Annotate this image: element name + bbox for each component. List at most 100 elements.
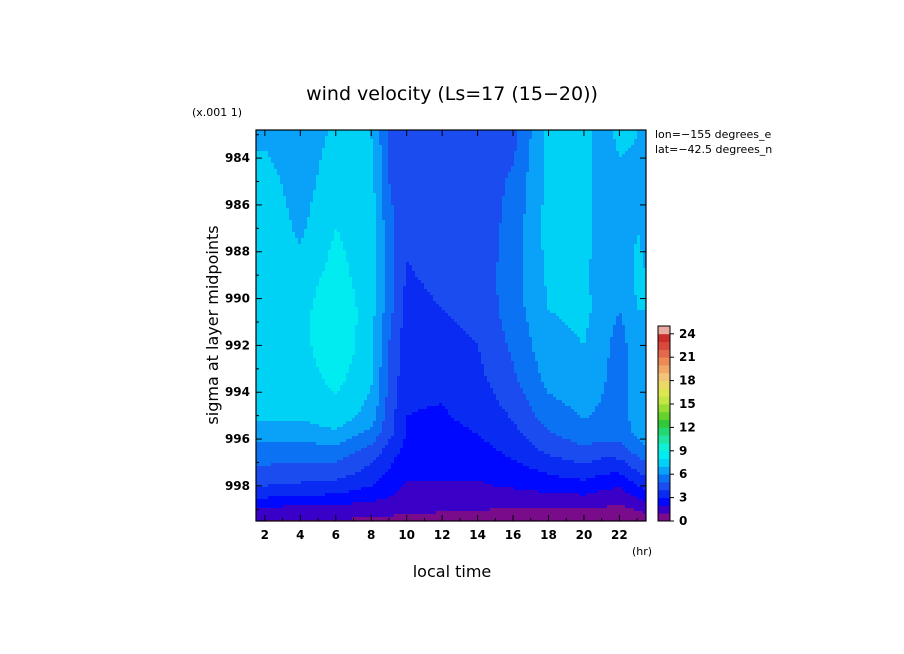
contour-cell bbox=[361, 136, 365, 140]
contour-cell bbox=[454, 133, 458, 137]
contour-cell bbox=[577, 142, 581, 146]
contour-cell bbox=[553, 163, 557, 167]
contour-cell bbox=[385, 136, 389, 140]
contour-cell bbox=[409, 163, 413, 167]
contour-cell bbox=[331, 145, 335, 149]
contour-cell bbox=[445, 169, 449, 173]
contour-cell bbox=[271, 136, 275, 140]
contour-cell bbox=[574, 157, 578, 161]
contour-cell bbox=[556, 139, 560, 143]
contour-cell bbox=[466, 163, 470, 167]
contour-cell bbox=[403, 139, 407, 143]
contour-cell bbox=[538, 166, 542, 170]
contour-cell bbox=[472, 154, 476, 158]
contour-cell bbox=[454, 160, 458, 164]
contour-cell bbox=[601, 160, 605, 164]
contour-cell bbox=[496, 145, 500, 149]
contour-cell bbox=[595, 148, 599, 152]
contour-cell bbox=[259, 130, 263, 134]
contour-cell bbox=[583, 130, 587, 134]
contour-cell bbox=[433, 169, 437, 173]
contour-cell bbox=[496, 172, 500, 176]
contour-cell bbox=[538, 142, 542, 146]
contour-cell bbox=[607, 172, 611, 176]
contour-cell bbox=[598, 172, 602, 176]
contour-cell bbox=[391, 145, 395, 149]
contour-cell bbox=[580, 133, 584, 137]
contour-cell bbox=[556, 154, 560, 158]
contour-cell bbox=[559, 160, 563, 164]
contour-cell bbox=[418, 157, 422, 161]
contour-cell bbox=[553, 142, 557, 146]
contour-cell bbox=[409, 172, 413, 176]
contour-cell bbox=[622, 163, 626, 167]
contour-cell bbox=[547, 163, 551, 167]
contour-cell bbox=[523, 163, 527, 167]
contour-cell bbox=[619, 145, 623, 149]
contour-cell bbox=[310, 139, 314, 143]
contour-cell bbox=[361, 139, 365, 143]
contour-cell bbox=[256, 157, 260, 161]
contour-cell bbox=[595, 139, 599, 143]
contour-cell bbox=[319, 157, 323, 161]
contour-cell bbox=[595, 145, 599, 149]
contour-cell bbox=[352, 172, 356, 176]
contour-cell bbox=[505, 157, 509, 161]
contour-cell bbox=[298, 157, 302, 161]
contour-cell bbox=[292, 166, 296, 170]
contour-cell bbox=[262, 136, 266, 140]
contour-cell bbox=[337, 166, 341, 170]
contour-cell bbox=[334, 169, 338, 173]
contour-cell bbox=[412, 142, 416, 146]
contour-cell bbox=[436, 139, 440, 143]
contour-cell bbox=[631, 154, 635, 158]
contour-cell bbox=[310, 148, 314, 152]
contour-cell bbox=[484, 151, 488, 155]
contour-cell bbox=[508, 151, 512, 155]
contour-cell bbox=[424, 142, 428, 146]
contour-cell bbox=[337, 139, 341, 143]
contour-cell bbox=[637, 169, 641, 173]
contour-cell bbox=[535, 169, 539, 173]
contour-cell bbox=[577, 160, 581, 164]
contour-cell bbox=[397, 142, 401, 146]
contour-cell bbox=[259, 163, 263, 167]
contour-cell bbox=[640, 163, 644, 167]
contour-cell bbox=[589, 145, 593, 149]
contour-cell bbox=[571, 148, 575, 152]
contour-cell bbox=[535, 145, 539, 149]
contour-cell bbox=[484, 148, 488, 152]
contour-cell bbox=[367, 169, 371, 173]
contour-cell bbox=[589, 136, 593, 140]
contour-cell bbox=[295, 154, 299, 158]
contour-cell bbox=[460, 142, 464, 146]
contour-cell bbox=[487, 163, 491, 167]
contour-cell bbox=[514, 130, 518, 134]
contour-cell bbox=[370, 133, 374, 137]
contour-cell bbox=[397, 139, 401, 143]
contour-cell bbox=[598, 163, 602, 167]
contour-cell bbox=[586, 163, 590, 167]
contour-cell bbox=[286, 151, 290, 155]
contour-cell bbox=[556, 160, 560, 164]
contour-cell bbox=[445, 166, 449, 170]
contour-cell bbox=[577, 151, 581, 155]
contour-cell bbox=[571, 160, 575, 164]
contour-cell bbox=[304, 166, 308, 170]
contour-cell bbox=[292, 142, 296, 146]
contour-cell bbox=[316, 169, 320, 173]
contour-cell bbox=[367, 130, 371, 134]
contour-cell bbox=[409, 151, 413, 155]
contour-cell bbox=[370, 154, 374, 158]
contour-cell bbox=[631, 169, 635, 173]
contour-cell bbox=[376, 157, 380, 161]
contour-cell bbox=[466, 145, 470, 149]
contour-cell bbox=[616, 130, 620, 134]
contour-cell bbox=[361, 130, 365, 134]
contour-cell bbox=[496, 133, 500, 137]
contour-cell bbox=[442, 163, 446, 167]
contour-cell bbox=[424, 154, 428, 158]
contour-cell bbox=[343, 166, 347, 170]
contour-cell bbox=[577, 139, 581, 143]
contour-cell bbox=[631, 130, 635, 134]
